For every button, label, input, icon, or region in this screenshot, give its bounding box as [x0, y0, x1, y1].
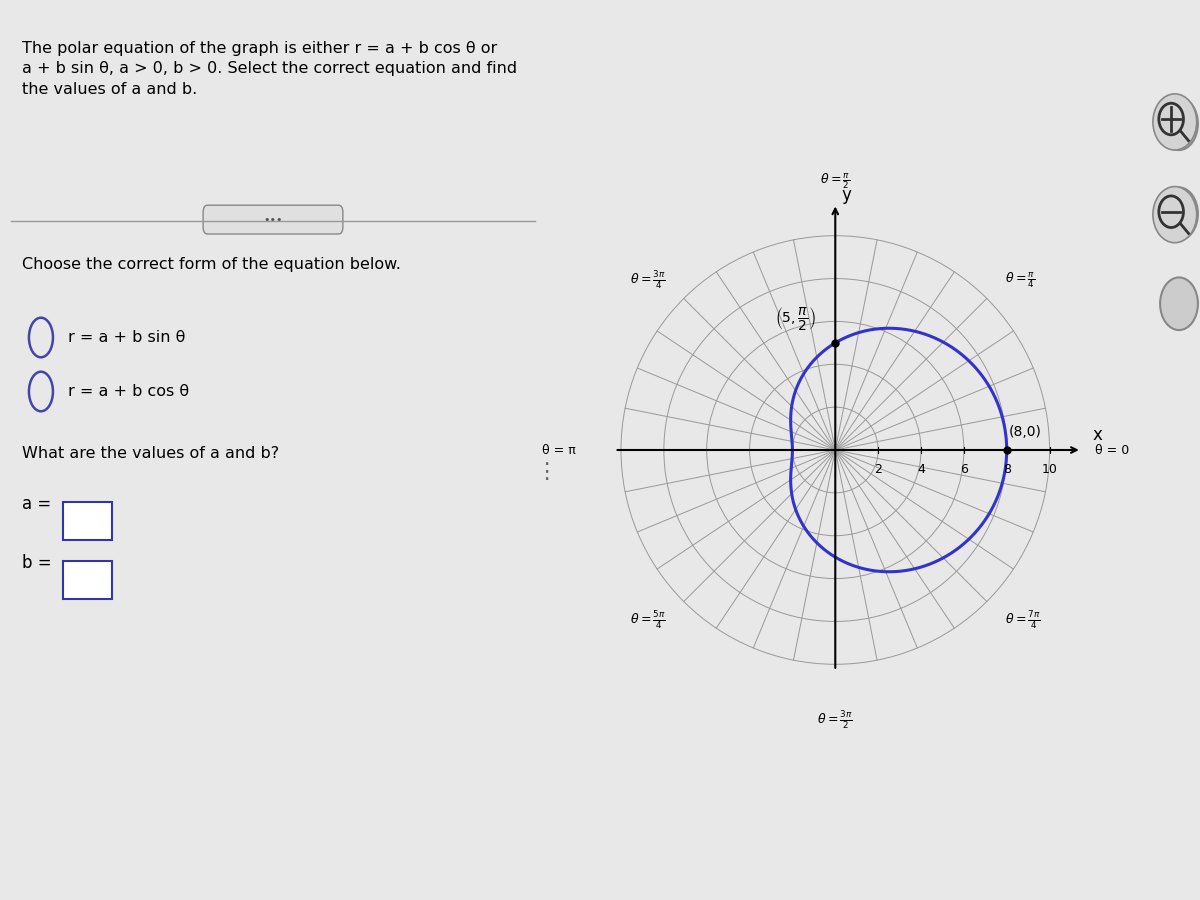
Text: 2: 2 [875, 463, 882, 476]
Text: θ = 0: θ = 0 [1094, 444, 1129, 456]
Text: $\theta=\frac{\pi}{2}$: $\theta=\frac{\pi}{2}$ [820, 171, 851, 191]
Text: y: y [841, 185, 852, 203]
Text: $\theta=\frac{7\pi}{4}$: $\theta=\frac{7\pi}{4}$ [1004, 608, 1040, 631]
Circle shape [1160, 277, 1198, 330]
Text: ⋮: ⋮ [535, 463, 557, 482]
Text: •••: ••• [263, 214, 283, 225]
Circle shape [1160, 187, 1198, 240]
Text: r = a + b cos θ: r = a + b cos θ [68, 384, 190, 399]
Text: $\theta=\frac{\pi}{4}$: $\theta=\frac{\pi}{4}$ [1004, 271, 1036, 290]
Text: 6: 6 [960, 463, 967, 476]
Text: r = a + b sin θ: r = a + b sin θ [68, 330, 186, 345]
Text: b =: b = [22, 554, 52, 572]
Circle shape [1153, 186, 1196, 243]
Text: 10: 10 [1042, 463, 1057, 476]
Text: $\theta=\frac{3\pi}{2}$: $\theta=\frac{3\pi}{2}$ [817, 709, 853, 731]
Text: The polar equation of the graph is either r = a + b cos θ or
a + b sin θ, a > 0,: The polar equation of the graph is eithe… [22, 40, 517, 97]
Text: $\theta=\frac{3\pi}{4}$: $\theta=\frac{3\pi}{4}$ [630, 269, 666, 292]
Circle shape [1153, 94, 1196, 150]
Text: $\theta=\frac{5\pi}{4}$: $\theta=\frac{5\pi}{4}$ [630, 608, 666, 631]
Text: What are the values of a and b?: What are the values of a and b? [22, 446, 278, 461]
Text: 4: 4 [917, 463, 925, 476]
FancyBboxPatch shape [62, 502, 112, 540]
Text: Choose the correct form of the equation below.: Choose the correct form of the equation … [22, 256, 401, 272]
Text: (8,0): (8,0) [1009, 426, 1042, 439]
Text: a =: a = [22, 495, 52, 513]
Text: x: x [1092, 426, 1103, 444]
Circle shape [1160, 97, 1198, 150]
Text: 8: 8 [1003, 463, 1010, 476]
FancyBboxPatch shape [203, 205, 343, 234]
Text: θ = π: θ = π [542, 444, 576, 456]
FancyBboxPatch shape [62, 561, 112, 599]
Text: $\left(5,\dfrac{\pi}{2}\right)$: $\left(5,\dfrac{\pi}{2}\right)$ [775, 305, 816, 332]
